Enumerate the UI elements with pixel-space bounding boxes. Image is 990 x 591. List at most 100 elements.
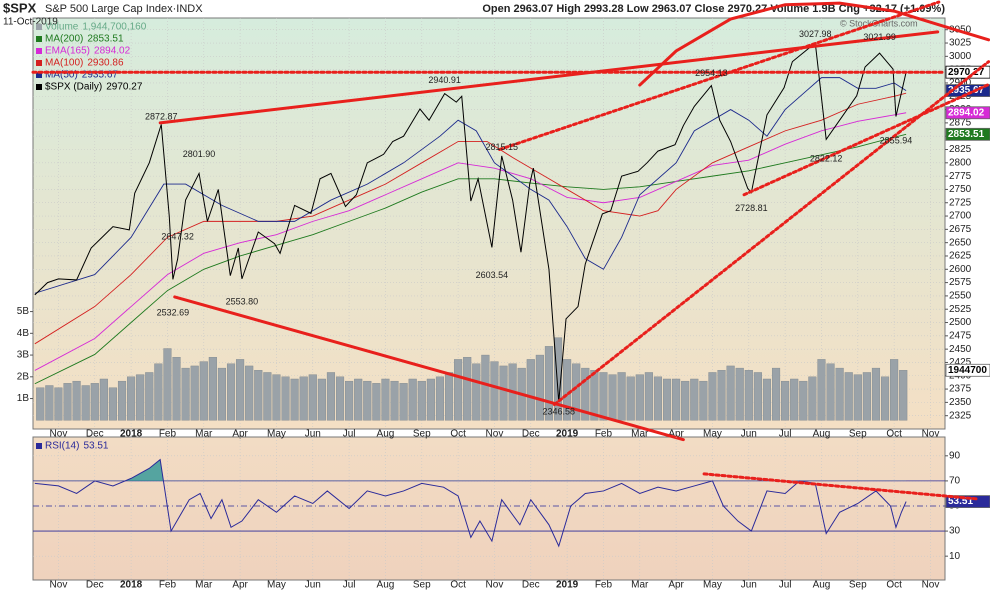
volume-bar [245, 365, 254, 421]
x-tick-label: Jun [305, 429, 321, 440]
volume-bar [817, 359, 826, 421]
x-tick-label: 2018 [120, 580, 143, 591]
legend-name: MA(200) [45, 34, 83, 45]
data-label: 2647.32 [161, 231, 194, 241]
x-tick-label: Feb [595, 580, 613, 591]
legend-swatch [36, 60, 42, 66]
x-tick-label: Oct [886, 580, 902, 591]
legend-swatch [36, 24, 42, 30]
y-tick-label: 2775 [949, 171, 972, 182]
volume-bar [581, 367, 590, 421]
trendline [702, 472, 980, 501]
volume-bar [36, 387, 45, 421]
volume-bar [254, 370, 263, 421]
y-tick-label: 2700 [949, 211, 972, 222]
volume-bar [308, 374, 317, 421]
trendline [742, 83, 990, 197]
x-tick-label: Jul [343, 429, 356, 440]
x-tick-label: Sep [413, 580, 431, 591]
y-tick-label: 2825 [949, 144, 972, 155]
x-tick-label: Nov [922, 429, 940, 440]
volume-bar [463, 357, 472, 421]
volume-bar [799, 380, 808, 421]
x-tick-label: 2018 [120, 429, 143, 440]
x-tick-label: Nov [486, 580, 504, 591]
y-tick-label: 2350 [949, 397, 972, 408]
legend-value: 2853.51 [87, 34, 124, 45]
y-tick-label: 3025 [949, 38, 972, 49]
y-tick-label: 2600 [949, 264, 972, 275]
x-tick-label: Nov [50, 429, 68, 440]
volume-bar [481, 354, 490, 421]
volume-bar [154, 363, 163, 421]
legend-swatch [36, 84, 42, 90]
volume-bar [699, 380, 708, 421]
data-label: 2954.13 [695, 68, 728, 78]
title: S&P 500 Large Cap Index·INDX [45, 3, 203, 15]
legend-value: 2935.67 [82, 70, 119, 81]
y-tick-label: 10 [949, 551, 961, 562]
y-tick-label: 2800 [949, 157, 972, 168]
legend-value: 1,944,700,160 [82, 22, 146, 33]
volume-bar [472, 363, 481, 421]
value-tag-label: 2970.27 [948, 67, 985, 78]
volume-bar [72, 380, 81, 421]
volume-bar [127, 376, 136, 421]
volume-bar [390, 380, 399, 421]
volume-bar [563, 359, 572, 421]
value-tag [945, 106, 990, 120]
legend-swatch [36, 72, 42, 78]
series-line [34, 133, 907, 385]
legend-swatch [36, 443, 42, 449]
legend-name: $SPX (Daily) [45, 82, 102, 93]
x-tick-label: Nov [922, 580, 940, 591]
volume-bar [435, 376, 445, 421]
volume-bar [345, 380, 354, 421]
value-tag [945, 495, 990, 508]
volume-bar [317, 378, 326, 421]
volume-bar [208, 357, 217, 421]
volume-bar [617, 372, 626, 421]
y-tick-label: 2725 [949, 197, 972, 208]
x-tick-label: Feb [159, 580, 177, 591]
volume-bar [880, 376, 890, 421]
volume-bar [808, 376, 817, 421]
x-tick-label: Oct [450, 580, 466, 591]
y-tick-label: 2425 [949, 357, 972, 368]
volume-bar [54, 387, 63, 421]
volume-bar [399, 383, 408, 421]
volume-bar [444, 372, 454, 421]
volume-bar [181, 367, 190, 421]
trendline [173, 295, 685, 442]
x-tick-label: Apr [668, 429, 684, 440]
volume-bar [726, 365, 735, 421]
series-line [34, 458, 907, 548]
volume-bar [626, 376, 635, 421]
volume-bar [608, 374, 617, 421]
volume-bar [572, 363, 581, 421]
data-label: 3021.99 [863, 32, 896, 42]
y-tick-label: 2450 [949, 344, 972, 355]
volume-bar [217, 367, 227, 421]
data-label: 2532.69 [157, 307, 190, 317]
x-tick-label: 2019 [556, 429, 579, 440]
y-tick-label: 2475 [949, 330, 972, 341]
legend-name: Volume [45, 22, 79, 33]
trendline [498, 0, 941, 151]
volume-bar [226, 363, 236, 421]
legend-value: 2894.02 [94, 46, 131, 57]
series-line [34, 92, 907, 345]
volume-bar [635, 374, 644, 421]
y2-tick-label: 4B [17, 328, 30, 339]
volume-bar [735, 367, 744, 421]
volume-bar [63, 383, 72, 421]
series-line [34, 77, 907, 294]
volume-bar [762, 378, 772, 421]
volume-bar [826, 363, 835, 421]
data-label: 2855.94 [880, 135, 913, 145]
x-tick-label: Apr [668, 580, 684, 591]
x-tick-label: Sep [413, 429, 431, 440]
volume-bar [781, 380, 790, 421]
legend-name: MA(50) [45, 70, 78, 81]
